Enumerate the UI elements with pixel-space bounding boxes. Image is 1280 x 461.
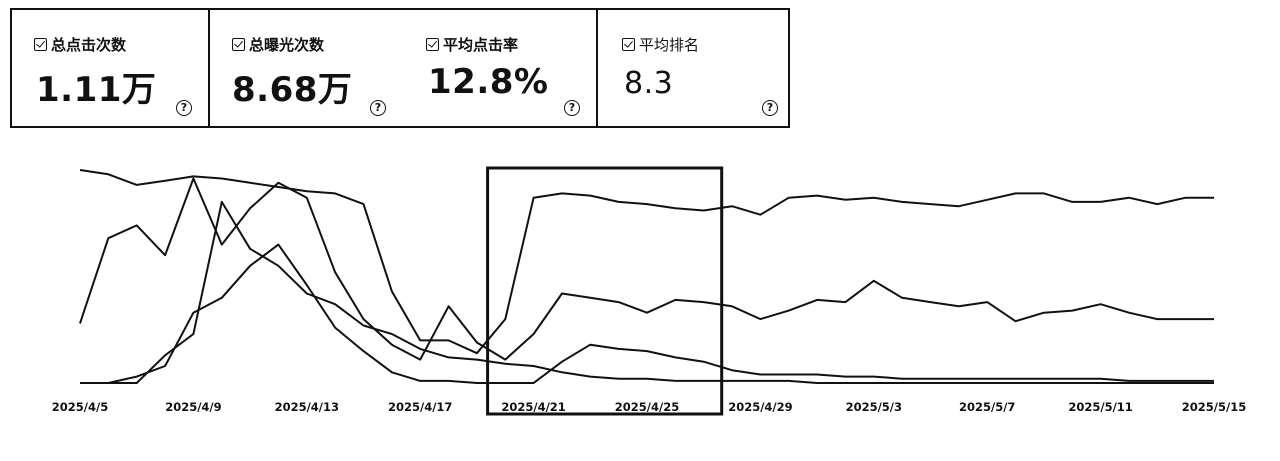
metric-label-text: 平均点击率 [443,36,519,54]
performance-line-chart: 2025/4/5 2025/4/9 2025/4/13 2025/4/17 2025/4… [52,166,1246,416]
metric-label-avg-position[interactable]: 平均排名 [622,34,699,55]
help-icon[interactable]: ? [370,100,386,116]
metric-label-text: 总曝光次数 [249,36,325,54]
checkbox-icon[interactable] [232,38,245,51]
x-tick-label: 2025/5/3 [846,400,902,414]
checkbox-icon[interactable] [34,38,47,51]
x-tick-label: 2025/4/25 [615,400,679,414]
checkbox-icon[interactable] [426,38,439,51]
help-icon[interactable]: ? [564,100,580,116]
metric-card-avg-position[interactable]: 平均排名 8.3 ? [598,10,788,126]
x-tick-label: 2025/4/13 [275,400,339,414]
help-icon[interactable]: ? [762,100,778,116]
highlight-box [486,166,724,416]
series-line-2 [79,177,1214,361]
metric-card-group: 总曝光次数 8.68万 ? 平均点击率 12.8% ? [208,10,598,126]
x-axis-tick-labels: 2025/4/5 2025/4/9 2025/4/13 2025/4/17 2025/4… [52,400,1246,414]
x-tick-label: 2025/4/21 [501,400,565,414]
x-tick-label: 2025/5/11 [1068,400,1132,414]
checkbox-icon[interactable] [622,38,635,51]
x-tick-label: 2025/5/15 [1182,400,1246,414]
series-lines [79,169,1214,384]
x-tick-label: 2025/4/5 [52,400,108,414]
metric-value-avg-position: 8.3 [624,66,674,101]
metric-label-avg-ctr[interactable]: 平均点击率 [426,34,518,55]
x-tick-label: 2025/4/17 [388,400,452,414]
metric-label-text: 平均排名 [639,36,700,54]
help-icon[interactable]: ? [176,100,192,116]
metric-label-text: 总点击次数 [51,36,127,54]
series-line-4 [80,200,1214,384]
metric-value-total-clicks: 1.11万 [36,70,157,110]
metric-label-total-impressions[interactable]: 总曝光次数 [232,34,324,55]
metrics-panel: 总点击次数 1.11万 ? 总曝光次数 8.68万 ? 平均点击率 12.8% … [10,8,790,128]
x-tick-label: 2025/4/9 [165,400,221,414]
series-line-3 [80,243,1214,384]
x-tick-label: 2025/4/29 [728,400,792,414]
series-line-1 [79,169,1214,355]
metric-label-total-clicks[interactable]: 总点击次数 [34,34,126,55]
x-tick-label: 2025/5/7 [959,400,1015,414]
metric-card-total-clicks[interactable]: 总点击次数 1.11万 ? [12,10,208,126]
metric-value-avg-ctr: 12.8% [428,62,549,102]
metric-value-total-impressions: 8.68万 [232,70,353,110]
